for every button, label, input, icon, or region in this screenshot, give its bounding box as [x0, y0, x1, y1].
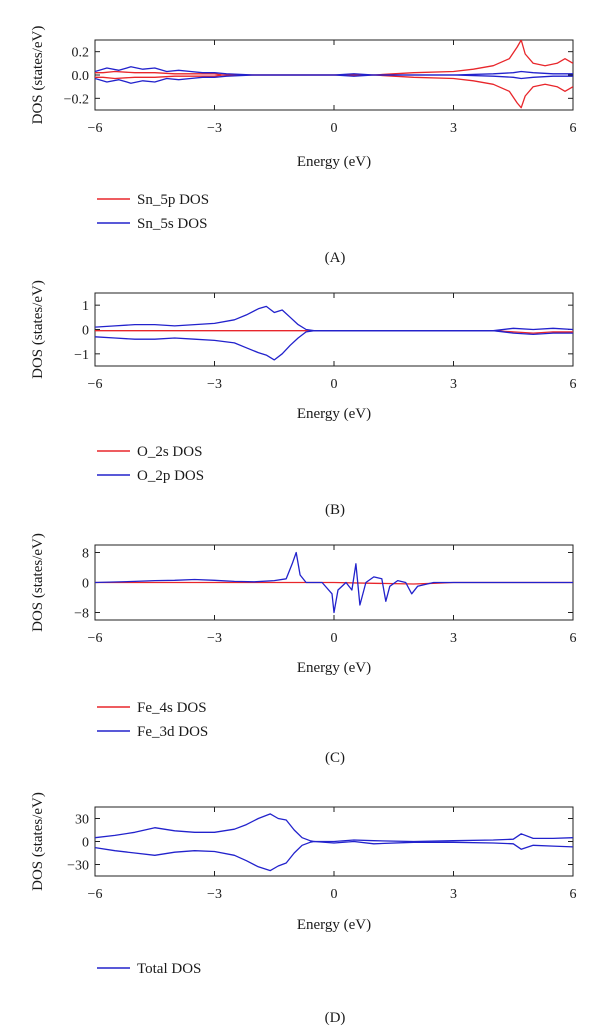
x-tick-label: 6	[570, 887, 577, 902]
legend-label: O_2p DOS	[137, 468, 204, 484]
panel-caption: (A)	[325, 250, 346, 266]
y-tick-label: 1	[82, 299, 89, 314]
series-group	[95, 551, 573, 614]
y-axis-title: DOS (states/eV)	[30, 26, 46, 125]
panel-caption: (C)	[325, 750, 345, 766]
legend-label: Sn_5s DOS	[137, 216, 207, 232]
y-tick-label: 0.0	[72, 69, 90, 84]
series-line-sn-5s-dos	[95, 74, 573, 84]
x-axis-title: Energy (eV)	[297, 660, 371, 676]
x-tick-label: 3	[450, 887, 457, 902]
x-tick-label: 0	[331, 377, 338, 392]
panel-caption: (D)	[325, 1010, 346, 1026]
panel-caption: (B)	[325, 502, 345, 518]
panel-c: −6 −3 0 3 6 8 0 −8 DOS (states/eV) Energy (eV) Fe_…	[30, 533, 577, 766]
series-line-total-dos	[95, 840, 573, 872]
x-tick-label: −3	[207, 377, 222, 392]
series-line-sn-5p-dos	[95, 40, 573, 76]
series-line-o-2p-dos	[95, 305, 573, 332]
x-tick-label: −6	[88, 887, 103, 902]
y-tick-label: −1	[74, 348, 89, 363]
x-tick-label: −3	[207, 631, 222, 646]
y-tick-label: −30	[67, 859, 89, 874]
y-tick-label: 30	[75, 813, 89, 828]
y-tick-label: 0	[82, 577, 89, 592]
series-line-total-dos	[95, 813, 573, 843]
y-tick-label: 0.2	[72, 46, 90, 61]
x-tick-label: 6	[570, 121, 577, 136]
y-axis-title: DOS (states/eV)	[30, 792, 46, 891]
x-tick-label: 0	[331, 121, 338, 136]
series-group	[95, 40, 573, 109]
series-line-sn-5p-dos	[95, 74, 573, 109]
x-tick-label: 3	[450, 377, 457, 392]
y-axis-title: DOS (states/eV)	[30, 533, 46, 632]
legend-label: Sn_5p DOS	[137, 192, 209, 208]
y-tick-label: 0	[82, 836, 89, 851]
panel-b: −6 −3 0 3 6 1 0 −1 DOS (states/eV) Energy (eV) O_2…	[30, 280, 577, 518]
x-tick-label: 0	[331, 887, 338, 902]
y-axis-title: DOS (states/eV)	[30, 280, 46, 379]
panel-a: −6 −3 0 3 6 0.2 0.0 −0.2 DOS (states/eV) Energy (…	[30, 26, 577, 266]
x-tick-label: 0	[331, 631, 338, 646]
series-line-o-2p-dos	[95, 330, 573, 361]
x-tick-label: −3	[207, 887, 222, 902]
y-tick-label: 8	[82, 547, 89, 562]
x-axis-title: Energy (eV)	[297, 917, 371, 933]
x-tick-label: −6	[88, 121, 103, 136]
x-tick-label: 6	[570, 377, 577, 392]
x-tick-label: −6	[88, 377, 103, 392]
y-tick-label: −0.2	[64, 92, 89, 107]
x-tick-label: −3	[207, 121, 222, 136]
x-axis-title: Energy (eV)	[297, 154, 371, 170]
series-group	[95, 813, 573, 872]
legend-label: O_2s DOS	[137, 444, 202, 460]
series-line-fe-3d-dos	[95, 551, 573, 614]
x-tick-label: 3	[450, 121, 457, 136]
legend-label: Fe_3d DOS	[137, 724, 208, 740]
x-tick-label: 3	[450, 631, 457, 646]
y-tick-label: −8	[74, 607, 89, 622]
x-tick-label: −6	[88, 631, 103, 646]
legend-label: Total DOS	[137, 961, 201, 977]
y-tick-label: 0	[82, 324, 89, 339]
x-tick-label: 6	[570, 631, 577, 646]
legend-label: Fe_4s DOS	[137, 700, 207, 716]
x-axis-title: Energy (eV)	[297, 406, 371, 422]
series-group	[95, 305, 573, 361]
